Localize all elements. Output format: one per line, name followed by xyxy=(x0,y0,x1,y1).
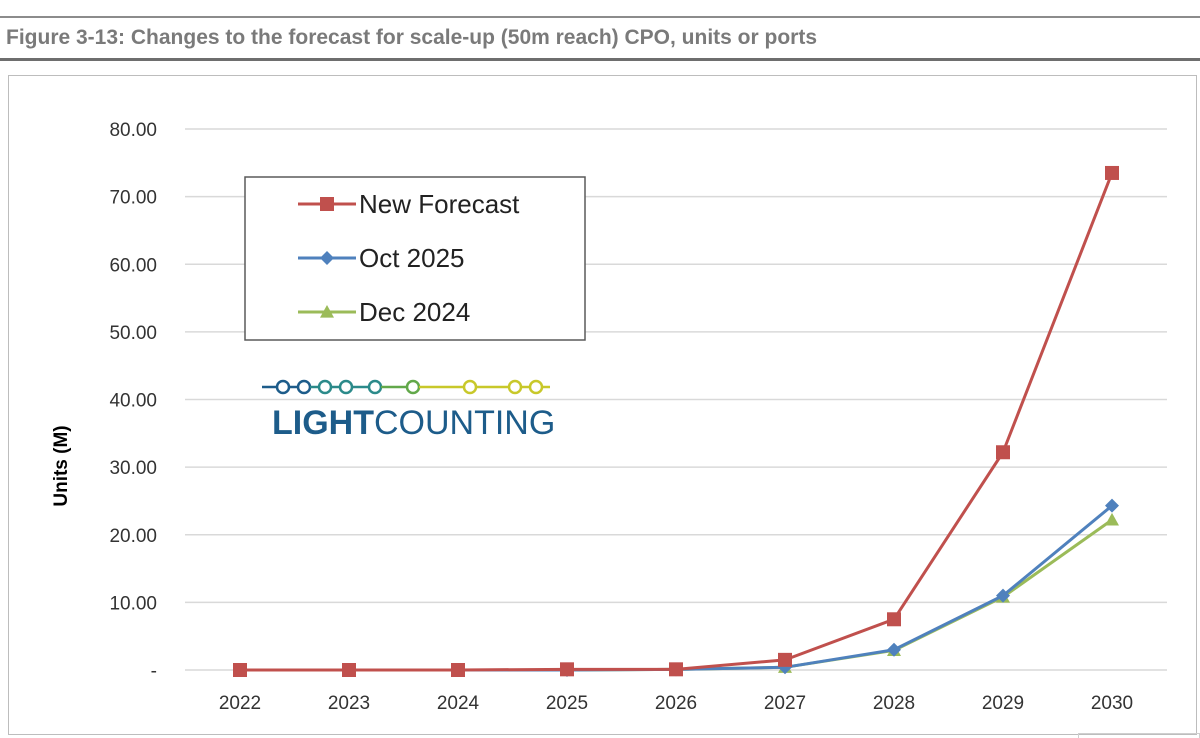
logo-wordmark-bold: LIGHT xyxy=(272,404,374,442)
logo-wordmark-regular: COUNTING xyxy=(374,404,555,442)
legend-item-new-forecast: New Forecast xyxy=(298,189,520,219)
legend-item-oct-2025: Oct 2025 xyxy=(298,243,465,273)
x-tick-label: 2027 xyxy=(764,693,806,714)
x-axis-ticks: 2022 2023 2024 2025 2026 2027 2028 2029 2030 xyxy=(219,693,1133,714)
lightcounting-logo: LIGHTCOUNTING xyxy=(262,379,555,442)
logo-chain-node xyxy=(462,379,478,395)
logo-wordmark: LIGHTCOUNTING xyxy=(272,404,555,442)
header-top-rule xyxy=(0,16,1200,18)
y-tick-label: 20.00 xyxy=(109,526,157,547)
legend-label: Oct 2025 xyxy=(359,243,465,273)
x-tick-label: 2030 xyxy=(1091,693,1133,714)
logo-chain-node xyxy=(528,379,544,395)
data-point-oct-2025 xyxy=(996,588,1010,603)
data-point-new-forecast xyxy=(342,663,356,677)
page-corner-box xyxy=(1078,733,1200,738)
legend-label: Dec 2024 xyxy=(359,297,470,327)
y-tick-label: 40.00 xyxy=(109,391,157,412)
series-line-oct-2025 xyxy=(240,504,1113,672)
x-tick-label: 2028 xyxy=(873,693,915,714)
series-new-forecast xyxy=(233,165,1119,677)
logo-chain-node xyxy=(507,379,523,395)
logo-chain-node xyxy=(296,379,312,395)
series-oct-2025 xyxy=(233,498,1119,677)
logo-chain-node xyxy=(275,379,291,395)
data-point-new-forecast xyxy=(996,445,1010,460)
figure-title: Figure 3-13: Changes to the forecast for… xyxy=(6,26,818,49)
header-bottom-rule xyxy=(0,58,1200,61)
legend-label: New Forecast xyxy=(359,189,520,219)
logo-chain-node xyxy=(367,379,383,395)
y-tick-label: 10.00 xyxy=(109,593,157,614)
data-point-oct-2025 xyxy=(1105,498,1119,513)
y-axis-ticks: - 10.00 20.00 30.00 40.00 50.00 60.00 70.00 80.0… xyxy=(109,120,157,682)
legend-item-dec-2024: Dec 2024 xyxy=(298,297,470,327)
series-lines xyxy=(233,165,1119,677)
data-point-new-forecast xyxy=(778,652,792,667)
y-tick-label: 60.00 xyxy=(109,255,157,276)
data-point-new-forecast xyxy=(560,662,574,677)
data-point-new-forecast xyxy=(233,663,247,677)
data-point-new-forecast xyxy=(887,612,901,627)
data-point-new-forecast xyxy=(1105,165,1119,180)
y-axis-label: Units (M) xyxy=(51,425,72,506)
figure-header: Figure 3-13: Changes to the forecast for… xyxy=(0,0,1200,62)
series-dec-2024 xyxy=(233,512,1119,676)
x-tick-label: 2026 xyxy=(655,693,697,714)
x-tick-label: 2022 xyxy=(219,693,261,714)
x-tick-label: 2023 xyxy=(328,693,370,714)
data-point-new-forecast xyxy=(669,662,683,677)
y-tick-label: 50.00 xyxy=(109,323,157,344)
data-point-oct-2025 xyxy=(887,642,901,657)
data-point-dec-2024 xyxy=(1105,512,1119,526)
data-point-new-forecast xyxy=(451,663,465,677)
legend-swatch-marker xyxy=(320,251,334,265)
x-tick-label: 2025 xyxy=(546,693,588,714)
legend-swatch-marker xyxy=(320,197,334,211)
x-tick-label: 2024 xyxy=(437,693,480,714)
logo-chain-node xyxy=(338,379,354,395)
logo-chain-node xyxy=(405,379,421,395)
y-tick-label: 70.00 xyxy=(109,188,157,209)
y-tick-label: 30.00 xyxy=(109,458,157,479)
legend-swatch-marker xyxy=(320,305,334,318)
legend: New Forecast Oct 2025 Dec 2024 xyxy=(244,176,586,341)
y-tick-label: - xyxy=(151,661,157,682)
y-tick-label: 80.00 xyxy=(109,120,157,141)
series-line-dec-2024 xyxy=(240,518,1113,672)
x-tick-label: 2029 xyxy=(982,693,1024,714)
chart-frame xyxy=(8,75,1197,735)
logo-chain-icon xyxy=(262,379,550,395)
logo-chain-node xyxy=(317,379,333,395)
